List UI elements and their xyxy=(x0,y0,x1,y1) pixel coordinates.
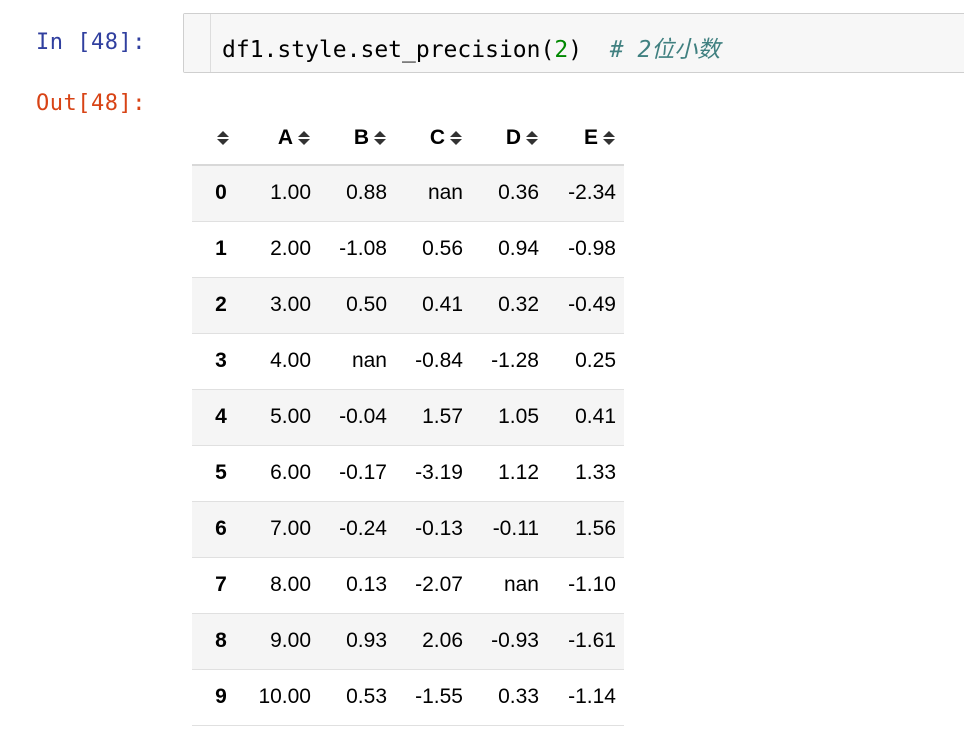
table-cell: -0.04 xyxy=(339,405,387,428)
table-cell: 0.32 xyxy=(498,293,539,316)
index-header[interactable] xyxy=(192,112,250,166)
table-cell: nan xyxy=(503,573,539,596)
sort-updown-icon[interactable] xyxy=(373,130,387,146)
table-cell: 5.00 xyxy=(270,405,311,428)
table-cell: -1.10 xyxy=(568,573,616,596)
table-cell: 8.00 xyxy=(270,573,311,596)
table-cell: -0.49 xyxy=(568,293,616,316)
table-row: 2 3.00 0.50 0.41 0.32 -0.49 xyxy=(192,277,624,333)
table-row: 0 1.00 0.88 nan 0.36 -2.34 xyxy=(192,165,624,221)
table-cell: 0.88 xyxy=(346,181,387,205)
table-cell: 1.05 xyxy=(498,405,539,428)
code-line[interactable]: df1.style.set_precision(2) # 2位小数 xyxy=(222,30,720,64)
table-row: 7 8.00 0.13 -2.07 nan -1.10 xyxy=(192,557,624,613)
table-cell: 0.94 xyxy=(498,237,539,260)
table-cell: 0.13 xyxy=(346,573,387,596)
table-row: 4 5.00 -0.04 1.57 1.05 0.41 xyxy=(192,389,624,445)
table-cell: -2.07 xyxy=(415,573,463,596)
sort-updown-icon[interactable] xyxy=(525,130,539,146)
table-cell: 0.93 xyxy=(346,629,387,652)
row-index: 2 xyxy=(215,293,227,316)
row-index: 4 xyxy=(215,405,227,428)
table-cell: 0.56 xyxy=(422,237,463,260)
table-cell: -0.11 xyxy=(492,517,539,540)
column-header-label: B xyxy=(353,126,369,149)
code-number: 2 xyxy=(554,37,569,63)
row-index: 5 xyxy=(215,461,227,484)
table-cell: -0.98 xyxy=(568,237,616,260)
table-cell: 1.12 xyxy=(498,461,539,484)
column-header-e[interactable]: E xyxy=(547,112,624,166)
column-header-d[interactable]: D xyxy=(471,112,547,166)
table-cell: -1.14 xyxy=(568,685,616,708)
table-cell: 1.56 xyxy=(575,517,616,540)
output-prompt: Out[48]: xyxy=(36,91,146,116)
table-cell: 3.00 xyxy=(270,293,311,316)
table-cell: -1.55 xyxy=(415,685,463,708)
table-cell: 0.53 xyxy=(346,685,387,708)
row-index: 9 xyxy=(215,685,227,708)
table-cell: -3.19 xyxy=(415,461,463,484)
table-row: 3 4.00 nan -0.84 -1.28 0.25 xyxy=(192,333,624,389)
row-index: 7 xyxy=(215,573,227,596)
sort-updown-icon[interactable] xyxy=(297,130,311,146)
table-cell: 1.00 xyxy=(270,181,311,205)
sort-updown-icon[interactable] xyxy=(602,130,616,146)
table-row: 9 10.00 0.53 -1.55 0.33 -1.14 xyxy=(192,669,624,725)
column-header-c[interactable]: C xyxy=(395,112,471,166)
row-index: 0 xyxy=(215,181,227,205)
input-prompt: In [48]: xyxy=(36,30,146,55)
sort-updown-icon[interactable] xyxy=(449,130,463,146)
table-cell: 6.00 xyxy=(270,461,311,484)
table-cell: 2.00 xyxy=(270,237,311,260)
row-index: 1 xyxy=(215,237,227,260)
table-cell: 1.57 xyxy=(422,405,463,428)
column-header-b[interactable]: B xyxy=(319,112,395,166)
table-cell: 0.33 xyxy=(498,685,539,708)
table-cell: 0.50 xyxy=(346,293,387,316)
table-cell: 0.36 xyxy=(498,181,539,205)
table-cell: 2.06 xyxy=(422,629,463,652)
table-cell: -1.28 xyxy=(491,349,539,372)
table-cell: -1.08 xyxy=(339,237,387,260)
column-header-label: C xyxy=(429,126,445,149)
column-header-a[interactable]: A xyxy=(250,112,319,166)
table-cell: -0.17 xyxy=(339,461,387,484)
code-text: df1.style.set_precision( xyxy=(222,37,555,63)
table-row: 1 2.00 -1.08 0.56 0.94 -0.98 xyxy=(192,221,624,277)
row-index: 3 xyxy=(215,349,227,372)
table-cell: -0.24 xyxy=(339,517,387,540)
table-cell: -2.34 xyxy=(568,181,616,205)
table-row: 6 7.00 -0.24 -0.13 -0.11 1.56 xyxy=(192,501,624,557)
table-cell: 9.00 xyxy=(270,629,311,652)
table-cell: 0.41 xyxy=(575,405,616,428)
column-header-label: E xyxy=(583,126,598,149)
dataframe-table: A B C D E 0 1.00 0.88 nan 0.36 -2.34 1 2… xyxy=(192,112,624,726)
column-header-label: A xyxy=(277,126,293,149)
table-cell: 4.00 xyxy=(270,349,311,372)
table-cell: 7.00 xyxy=(270,517,311,540)
row-index: 8 xyxy=(215,629,227,652)
table-cell: -0.13 xyxy=(415,517,463,540)
table-cell: -0.93 xyxy=(491,629,539,652)
table-row: 5 6.00 -0.17 -3.19 1.12 1.33 xyxy=(192,445,624,501)
table-cell: 0.25 xyxy=(575,349,616,372)
table-cell: 1.33 xyxy=(575,461,616,484)
column-header-label: D xyxy=(505,126,521,149)
table-cell: nan xyxy=(427,181,463,205)
row-index: 6 xyxy=(215,517,227,540)
table-cell: -0.84 xyxy=(415,349,463,372)
sort-updown-icon[interactable] xyxy=(216,130,230,146)
code-comment: # 2位小数 xyxy=(609,37,721,63)
table-cell: -1.61 xyxy=(568,629,616,652)
table-cell: 10.00 xyxy=(258,685,311,708)
table-cell: 0.41 xyxy=(422,293,463,316)
code-text-close: ) xyxy=(568,37,610,63)
code-gutter xyxy=(184,14,211,72)
table-row: 8 9.00 0.93 2.06 -0.93 -1.61 xyxy=(192,613,624,669)
table-cell: nan xyxy=(351,349,387,372)
code-input-area[interactable]: df1.style.set_precision(2) # 2位小数 xyxy=(183,13,964,73)
table-header-row: A B C D E xyxy=(192,112,624,166)
